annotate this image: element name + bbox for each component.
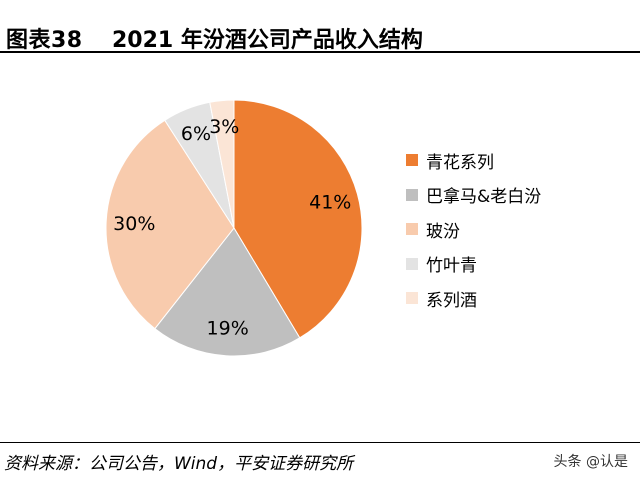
legend-label: 玻汾 (426, 221, 460, 242)
watermark: 头条 @认是 (553, 454, 628, 470)
legend-swatch (406, 223, 418, 236)
figure-header: 图表38 2021 年汾酒公司产品收入结构 (0, 0, 640, 53)
legend-label: 系列酒 (426, 290, 477, 311)
legend-swatch (406, 188, 418, 201)
slice-data-label: 30% (113, 213, 155, 235)
footer-divider (0, 442, 640, 443)
chart-legend: 青花系列巴拿马&老白汾 玻汾竹叶青系列酒 (406, 143, 606, 316)
slice-data-label: 3% (209, 116, 239, 138)
figure-label: 图表38 (6, 28, 83, 53)
pie-chart: 41% 19% 30% 6%3% (105, 99, 363, 357)
legend-swatch (406, 257, 418, 270)
slice-data-label: 19% (207, 318, 249, 340)
legend-label: 竹叶青 (426, 256, 477, 277)
legend-label: 巴拿马&老白汾 (426, 187, 542, 208)
legend-item: 玻汾 (406, 212, 606, 247)
chart-title: 2021 年汾酒公司产品收入结构 (112, 28, 423, 53)
header-divider (0, 51, 640, 53)
chart-area: 41% 19% 30% 6% 3% 青花系列巴拿马&老白汾 玻汾竹叶青系列酒 (0, 60, 640, 440)
pie-slice (209, 99, 235, 229)
legend-item: 青花系列 (406, 143, 606, 178)
legend-swatch (406, 292, 418, 305)
slice-data-label: 6% (181, 123, 211, 145)
legend-item: 巴拿马&老白汾 (406, 178, 606, 213)
legend-item: 竹叶青 (406, 247, 606, 282)
slice-data-label: 41% (309, 191, 351, 213)
legend-swatch (406, 154, 418, 167)
legend-label: 青花系列 (426, 152, 494, 173)
pie-slice (233, 99, 363, 339)
source-note: 资料来源：公司公告，Wind，平安证券研究所 (4, 454, 354, 474)
pie-slice (105, 119, 235, 330)
pie-slice (154, 227, 301, 357)
legend-item: 系列酒 (406, 281, 606, 316)
